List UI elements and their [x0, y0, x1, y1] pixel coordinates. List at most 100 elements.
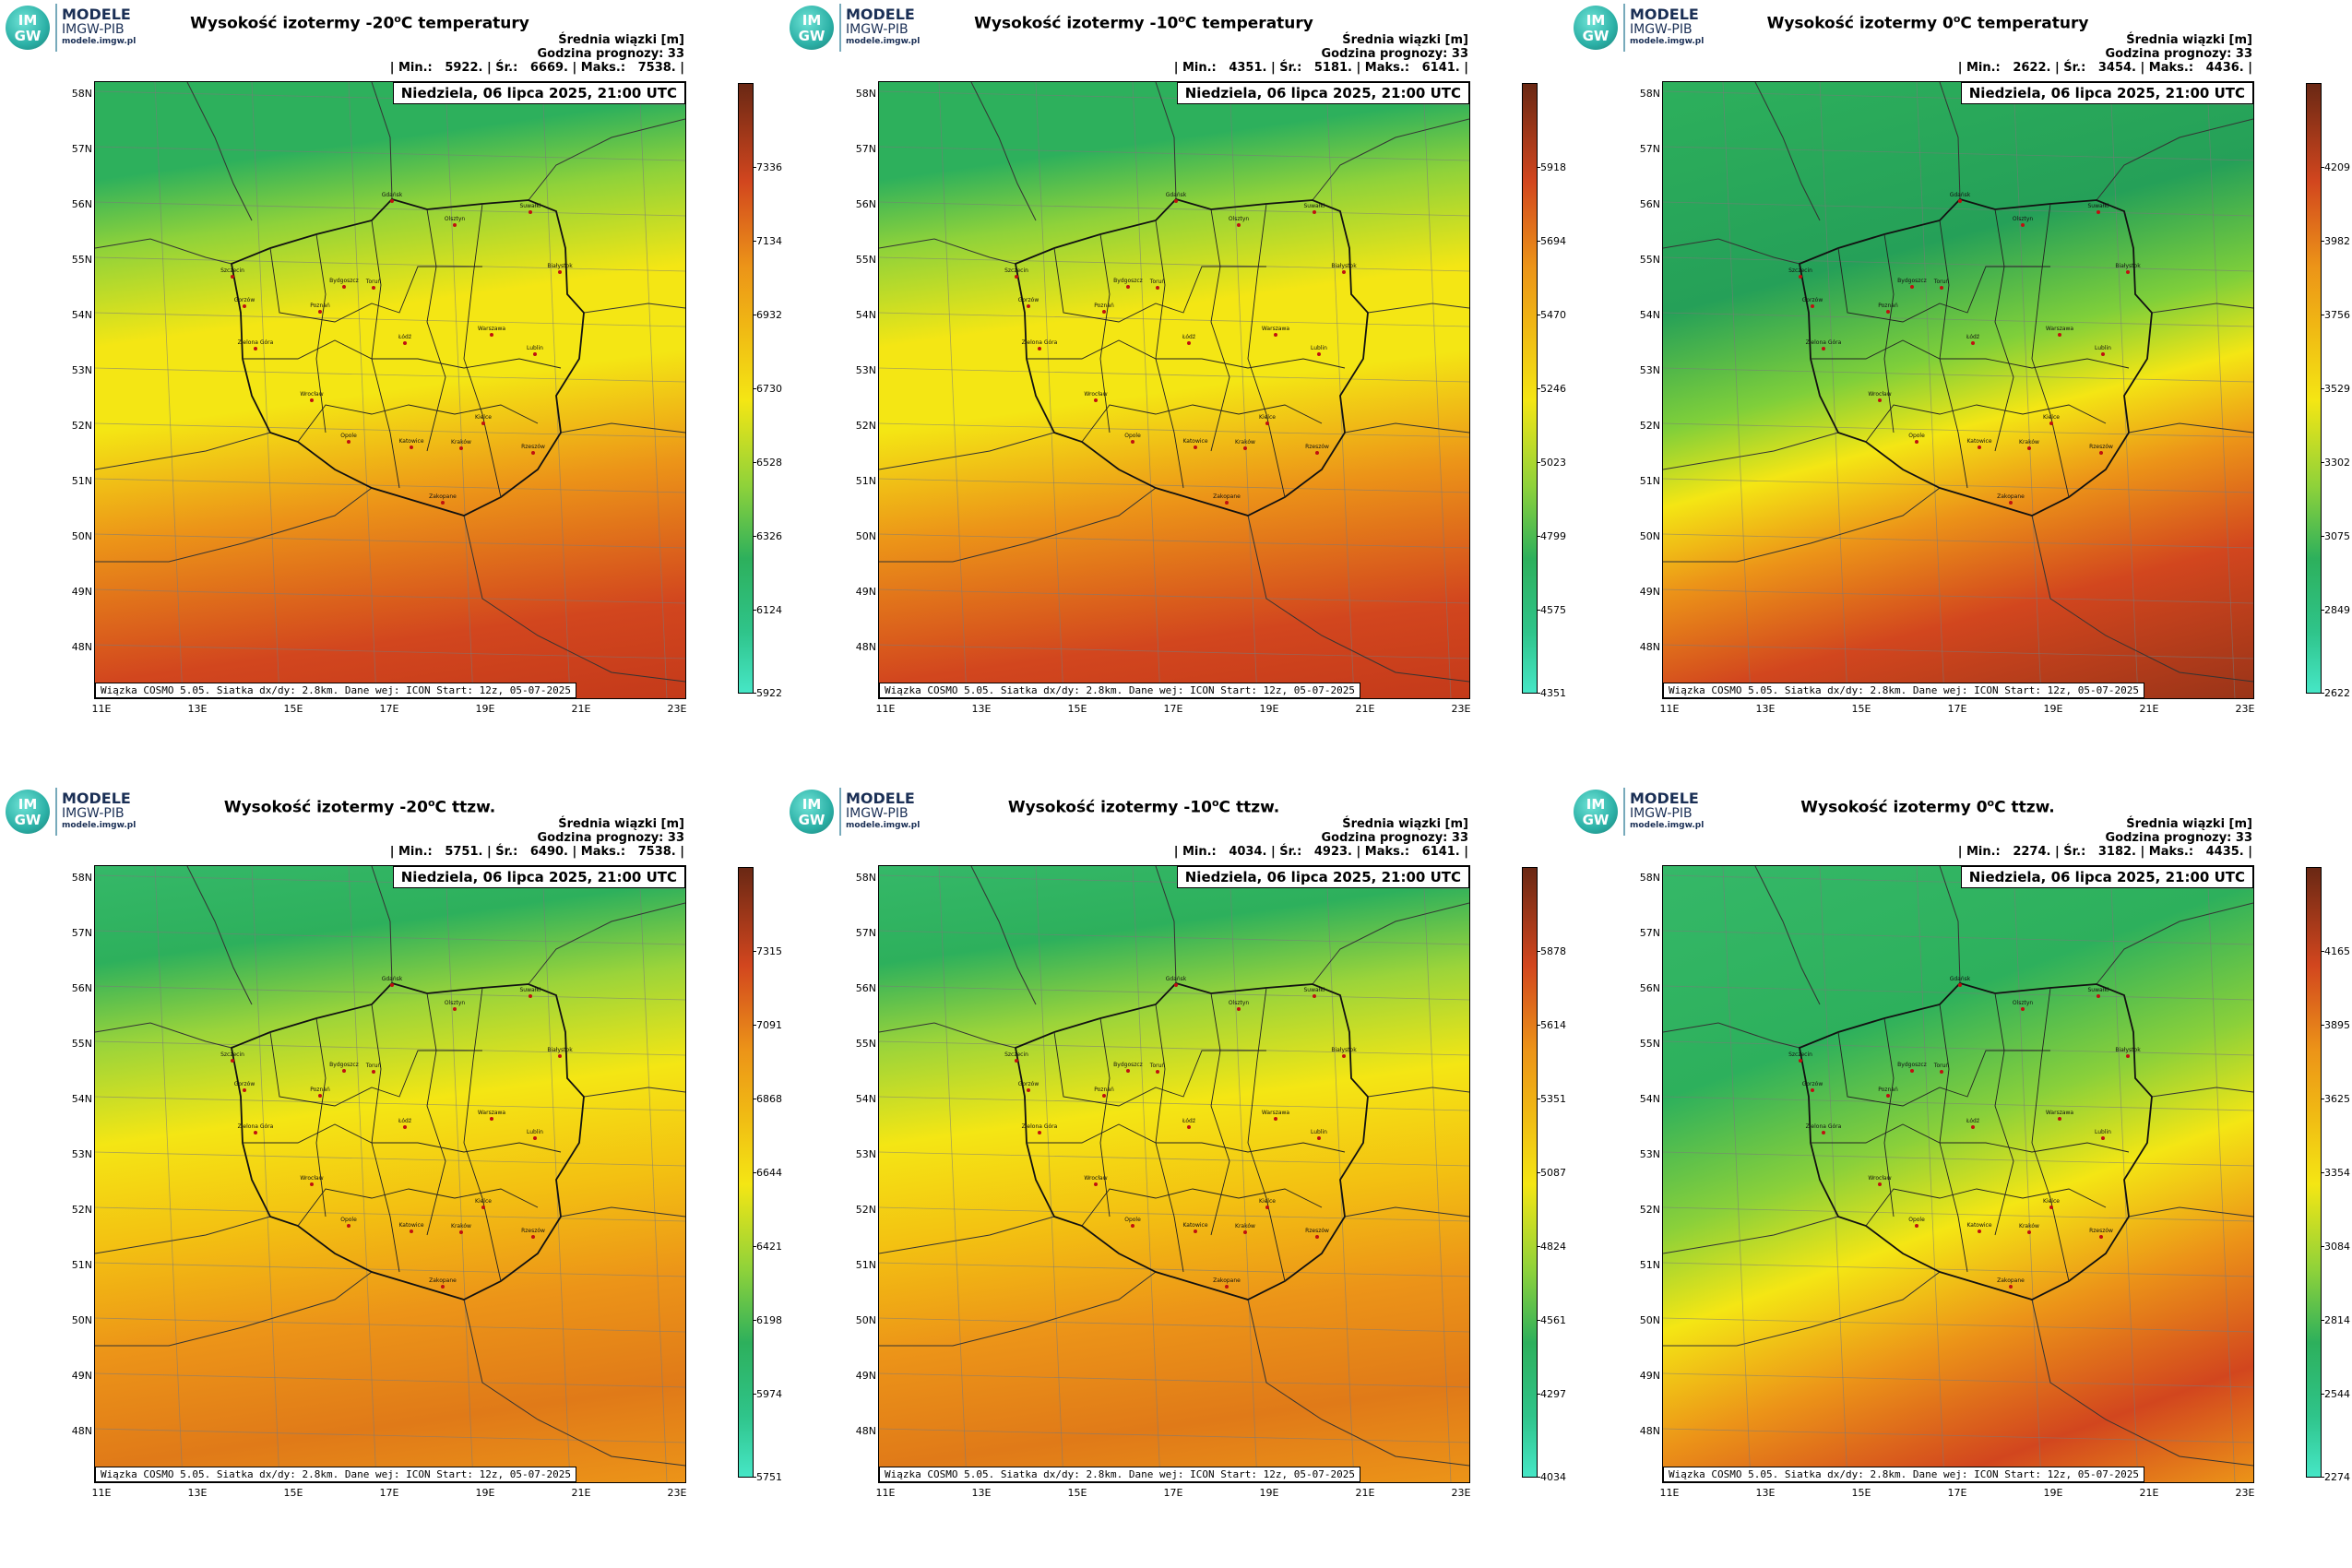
colorbar-tick: [753, 536, 756, 537]
city-marker: [1027, 1088, 1030, 1092]
graticule-lon: [1325, 866, 1355, 1482]
colorbar-label: 7315: [756, 945, 782, 957]
voivodeship-border: [1865, 1188, 2107, 1227]
lon-label: 19E: [1259, 1487, 1279, 1499]
neighbor-border: [186, 866, 253, 1005]
imgw-logo[interactable]: IM GW: [6, 790, 50, 834]
city-label: Zakopane: [1213, 493, 1241, 500]
city-label: Bydgoszcz: [329, 1062, 359, 1068]
city-label: Zielona Góra: [238, 339, 274, 346]
brand-url[interactable]: modele.imgw.pl: [62, 37, 137, 46]
brand-url[interactable]: modele.imgw.pl: [846, 821, 921, 830]
colorbar-label: 7336: [756, 161, 782, 173]
imgw-logo[interactable]: IM GW: [6, 6, 50, 50]
graticule-lat: [95, 201, 685, 217]
graticule-lat: [879, 1151, 1469, 1167]
lon-label: 11E: [1659, 703, 1680, 715]
neighbor-border: [1663, 1216, 1839, 1254]
brand-url[interactable]: modele.imgw.pl: [1630, 37, 1705, 46]
voivodeship-border: [297, 404, 539, 443]
lat-label: 58N: [71, 88, 92, 100]
lon-label: 17E: [1163, 1487, 1183, 1499]
colorbar-tick: [1537, 1025, 1540, 1026]
city-marker: [231, 275, 234, 279]
lat-label: 50N: [71, 530, 92, 542]
neighbor-border: [879, 1216, 1055, 1254]
imgw-logo[interactable]: IM GW: [790, 790, 834, 834]
graticule-lat: [879, 1428, 1469, 1443]
lat-label: 55N: [1639, 1038, 1660, 1050]
city-marker: [531, 451, 535, 455]
brand-url[interactable]: modele.imgw.pl: [846, 37, 921, 46]
voivodeship-border: [371, 220, 400, 489]
graticule-lat: [95, 1428, 685, 1443]
graticule-lon: [638, 866, 668, 1482]
city-marker: [1027, 304, 1030, 308]
lon-label: 21E: [571, 703, 591, 715]
graticule-lat: [95, 1096, 685, 1111]
city-label: Toruń: [365, 279, 382, 285]
voivodeship-border: [269, 247, 482, 323]
graticule-lon: [445, 82, 474, 698]
imgw-logo[interactable]: IM GW: [790, 6, 834, 50]
map-title: Wysokość izotermy -20oC temperatury: [190, 13, 529, 33]
colorbar-tick: [753, 1246, 756, 1247]
graticule-lat: [95, 1206, 685, 1222]
colorbar-tick: [1537, 693, 1540, 694]
neighbor-border: [1367, 303, 1469, 314]
neighbor-border: [463, 1299, 685, 1467]
colorbar-label: 4575: [1540, 604, 1566, 616]
graticule-lat: [879, 985, 1469, 1001]
city-marker: [558, 1054, 562, 1058]
lon-label: 17E: [379, 1487, 399, 1499]
lat-label: 49N: [1639, 1370, 1660, 1382]
city-label: Wrocław: [1084, 1175, 1107, 1182]
map-overlay: Gdańsk Olsztyn Suwałki Białystok Szczecin Byd…: [879, 866, 1469, 1482]
city-label: Gorzów: [1018, 297, 1039, 303]
neighbor-border: [2128, 422, 2253, 434]
graticule-lat: [879, 1040, 1469, 1056]
city-marker: [403, 341, 407, 345]
brand-org: IMGW-PIB: [62, 806, 125, 821]
city-marker: [490, 1117, 493, 1121]
city-marker: [1313, 210, 1316, 214]
city-marker: [459, 446, 463, 450]
colorbar-tick: [753, 1172, 756, 1173]
lat-label: 51N: [71, 475, 92, 487]
graticule-lat: [95, 1317, 685, 1333]
lon-label: 11E: [91, 703, 112, 715]
city-label: Toruń: [365, 1063, 382, 1069]
colorbar-label: 4351: [1540, 687, 1566, 699]
colorbar-tick: [1537, 610, 1540, 611]
graticule-lon: [1722, 82, 1752, 698]
lat-label: 50N: [855, 530, 876, 542]
lat-label: 48N: [71, 641, 92, 653]
stats-title: Średnia wiązki [m]: [2126, 817, 2252, 831]
neighbor-border: [371, 82, 393, 200]
imgw-logo[interactable]: IM GW: [1574, 790, 1618, 834]
brand-url[interactable]: modele.imgw.pl: [62, 821, 137, 830]
graticule-lat: [95, 588, 685, 604]
city-label: Zielona Góra: [1022, 339, 1058, 346]
colorbar: [1522, 867, 1538, 1478]
map-panel: IM GW MODELE IMGW-PIB modele.imgw.pl Wysokość…: [0, 0, 784, 784]
map-title: Wysokość izotermy -20oC ttzw.: [223, 797, 496, 817]
lon-label: 19E: [2043, 703, 2063, 715]
voivodeship-border: [1811, 339, 2130, 369]
lat-label: 53N: [1639, 1148, 1660, 1160]
colorbar-tick: [753, 1025, 756, 1026]
city-label: Łódź: [1182, 1118, 1195, 1124]
city-marker: [1978, 445, 1981, 449]
neighbor-border: [879, 238, 1016, 265]
colorbar-label: 4799: [1540, 530, 1566, 542]
graticule-lon: [154, 866, 184, 1482]
colorbar-label: 3075: [2324, 530, 2350, 542]
graticule-lon: [445, 866, 474, 1482]
city-label: Szczecin: [1788, 267, 1812, 274]
brand-url[interactable]: modele.imgw.pl: [1630, 821, 1705, 830]
lat-label: 52N: [1639, 420, 1660, 432]
colorbar-tick: [2321, 1246, 2324, 1247]
stats-block: Średnia wiązki [m] Godzina prognozy: 33 | …: [1958, 817, 2252, 859]
stats-block: Średnia wiązki [m] Godzina prognozy: 33 | …: [390, 817, 684, 859]
imgw-logo[interactable]: IM GW: [1574, 6, 1618, 50]
